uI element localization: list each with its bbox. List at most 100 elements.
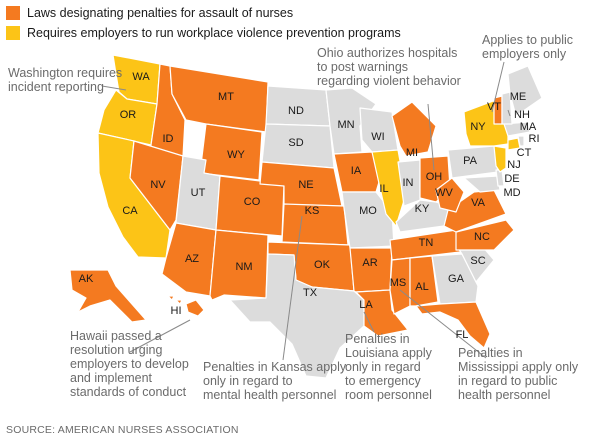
leader-line bbox=[363, 311, 375, 333]
state-label-ut: UT bbox=[191, 187, 206, 199]
state-label-in: IN bbox=[403, 177, 414, 189]
annotation-ohio: Ohio authorizes hospitals to post warning… bbox=[317, 46, 461, 88]
annotation-line: Mississippi apply only bbox=[458, 360, 579, 374]
state-label-me: ME bbox=[510, 91, 527, 103]
state-label-co: CO bbox=[244, 196, 261, 208]
state-label-id: ID bbox=[163, 133, 174, 145]
state-label-ma: MA bbox=[520, 121, 537, 133]
state-label-la: LA bbox=[359, 299, 373, 311]
state-label-ia: IA bbox=[351, 165, 362, 177]
annotation-line: Penalties in bbox=[458, 346, 523, 360]
state-md bbox=[463, 175, 501, 193]
state-label-ok: OK bbox=[314, 259, 331, 271]
annotation-line: to post warnings bbox=[317, 60, 409, 74]
legend-label-prevention: Requires employers to run workplace viol… bbox=[27, 26, 401, 40]
state-label-ny: NY bbox=[470, 121, 486, 133]
state-label-ga: GA bbox=[448, 273, 465, 285]
state-label-de: DE bbox=[504, 173, 519, 185]
annotation-line: only in regard to bbox=[203, 374, 293, 388]
leader-line bbox=[101, 85, 127, 91]
state-nv bbox=[129, 140, 184, 231]
state-ga bbox=[431, 253, 479, 305]
leader-line bbox=[282, 215, 303, 361]
state-wi bbox=[359, 107, 399, 153]
annotation-mississippi: Penalties in Mississippi apply only in reg… bbox=[458, 346, 578, 402]
state-label-nh: NH bbox=[514, 109, 530, 121]
state-label-al: AL bbox=[415, 281, 428, 293]
annotation-line: Penalties in bbox=[345, 332, 410, 346]
state-label-hi: HI bbox=[171, 305, 182, 317]
state-label-nd: ND bbox=[288, 105, 304, 117]
leader-line bbox=[129, 319, 191, 353]
state-wv bbox=[435, 177, 465, 213]
state-label-oh: OH bbox=[426, 171, 443, 183]
state-tx bbox=[229, 253, 365, 379]
annotation-hawaii: Hawaii passed a resolution urging employer… bbox=[70, 329, 189, 399]
state-label-ar: AR bbox=[362, 257, 377, 269]
annotation-line: Ohio authorizes hospitals bbox=[317, 46, 458, 60]
annotation-line: to emergency bbox=[345, 374, 421, 388]
annotation-line: incident reporting bbox=[8, 80, 104, 94]
state-label-wa: WA bbox=[132, 71, 150, 83]
leader-line bbox=[507, 109, 511, 117]
annotation-line: in regard to public bbox=[458, 374, 558, 388]
state-ri bbox=[517, 135, 525, 147]
state-label-sd: SD bbox=[288, 137, 303, 149]
state-label-sc: SC bbox=[470, 255, 485, 267]
annotation-line: Louisiana apply bbox=[345, 346, 432, 360]
state-label-wy: WY bbox=[227, 149, 245, 161]
state-ct bbox=[507, 137, 521, 151]
annotation-line: Washington requires bbox=[8, 66, 123, 80]
state-nc bbox=[455, 219, 515, 251]
state-label-mo: MO bbox=[359, 205, 377, 217]
annotation-line: regarding violent behavior bbox=[317, 74, 461, 88]
state-ar bbox=[349, 247, 393, 293]
annotation-line: and implement bbox=[70, 371, 152, 385]
state-mi bbox=[391, 101, 437, 157]
state-label-ky: KY bbox=[415, 203, 430, 215]
annotation-line: employers to develop bbox=[70, 357, 189, 371]
state-label-nc: NC bbox=[474, 231, 490, 243]
state-label-ca: CA bbox=[122, 205, 138, 217]
legend-prevention: Requires employers to run workplace viol… bbox=[6, 26, 401, 40]
source-credit: SOURCE: AMERICAN NURSES ASSOCIATION bbox=[6, 424, 239, 436]
state-va bbox=[443, 189, 507, 233]
annotation-washington: Washington requires incident reporting bbox=[8, 66, 122, 94]
annotation-line: health personnel bbox=[458, 388, 551, 402]
state-ak bbox=[69, 269, 147, 323]
annotation-line: Penalties in Kansas apply bbox=[203, 360, 347, 374]
state-wy bbox=[199, 123, 263, 181]
annotation-line: Applies to public bbox=[482, 33, 574, 47]
state-label-az: AZ bbox=[185, 253, 199, 265]
annotation-line: resolution urging bbox=[70, 343, 163, 357]
state-label-or: OR bbox=[120, 109, 137, 121]
state-ms bbox=[389, 257, 411, 315]
state-label-ms: MS bbox=[390, 277, 407, 289]
state-label-ne: NE bbox=[298, 179, 313, 191]
state-label-md: MD bbox=[503, 187, 520, 199]
state-label-wv: WV bbox=[435, 187, 453, 199]
leader-line bbox=[427, 103, 435, 171]
state-fl bbox=[415, 301, 491, 349]
state-label-mi: MI bbox=[406, 147, 418, 159]
leader-line bbox=[491, 61, 505, 113]
state-label-wi: WI bbox=[371, 131, 384, 143]
state-label-fl: FL bbox=[456, 329, 469, 341]
state-nm bbox=[209, 229, 269, 301]
state-mn bbox=[325, 87, 377, 155]
annotation-line: mental health personnel bbox=[203, 388, 337, 402]
state-il bbox=[371, 149, 407, 227]
state-me bbox=[507, 65, 543, 117]
state-label-mn: MN bbox=[337, 119, 354, 131]
state-nj bbox=[493, 145, 507, 173]
state-label-il: IL bbox=[379, 183, 388, 195]
state-label-ak: AK bbox=[79, 273, 94, 285]
state-label-tn: TN bbox=[419, 237, 434, 249]
legend-label-penalties: Laws designating penalties for assault o… bbox=[27, 6, 294, 20]
annotation-line: employers only bbox=[482, 47, 567, 61]
annotation-kansas: Penalties in Kansas apply only in regard … bbox=[203, 360, 346, 402]
state-label-ct: CT bbox=[517, 147, 532, 159]
legend-swatch-prevention bbox=[6, 26, 20, 40]
